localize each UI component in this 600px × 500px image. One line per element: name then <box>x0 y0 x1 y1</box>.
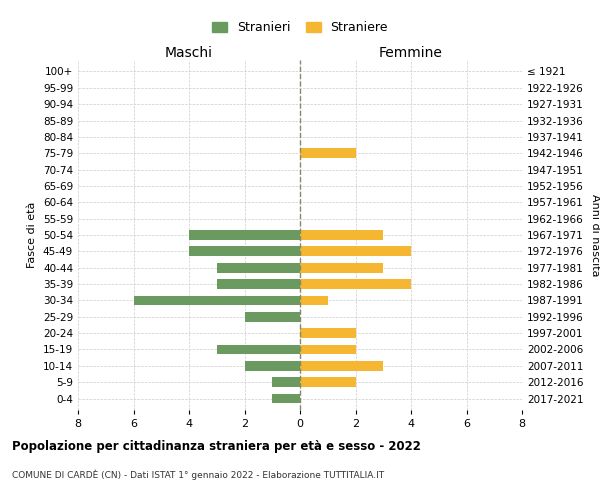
Y-axis label: Fasce di età: Fasce di età <box>28 202 37 268</box>
Bar <box>300 279 411 289</box>
Text: Maschi: Maschi <box>165 46 213 60</box>
Bar <box>272 394 300 404</box>
Text: Femmine: Femmine <box>379 46 443 60</box>
Text: Popolazione per cittadinanza straniera per età e sesso - 2022: Popolazione per cittadinanza straniera p… <box>12 440 421 453</box>
Text: COMUNE DI CARDÈ (CN) - Dati ISTAT 1° gennaio 2022 - Elaborazione TUTTITALIA.IT: COMUNE DI CARDÈ (CN) - Dati ISTAT 1° gen… <box>12 470 384 480</box>
Bar <box>300 246 411 256</box>
Bar <box>300 148 355 158</box>
Bar <box>272 378 300 387</box>
Bar <box>300 296 328 306</box>
Bar <box>300 263 383 272</box>
Y-axis label: Anni di nascita: Anni di nascita <box>590 194 600 276</box>
Bar <box>245 361 300 370</box>
Bar <box>300 230 383 240</box>
Bar <box>245 312 300 322</box>
Bar <box>300 361 383 370</box>
Legend: Stranieri, Straniere: Stranieri, Straniere <box>208 17 392 38</box>
Bar <box>189 246 300 256</box>
Bar <box>217 263 300 272</box>
Bar <box>300 378 355 387</box>
Bar <box>300 328 355 338</box>
Bar <box>217 344 300 354</box>
Bar <box>133 296 300 306</box>
Bar <box>217 279 300 289</box>
Bar <box>300 344 355 354</box>
Bar <box>189 230 300 240</box>
